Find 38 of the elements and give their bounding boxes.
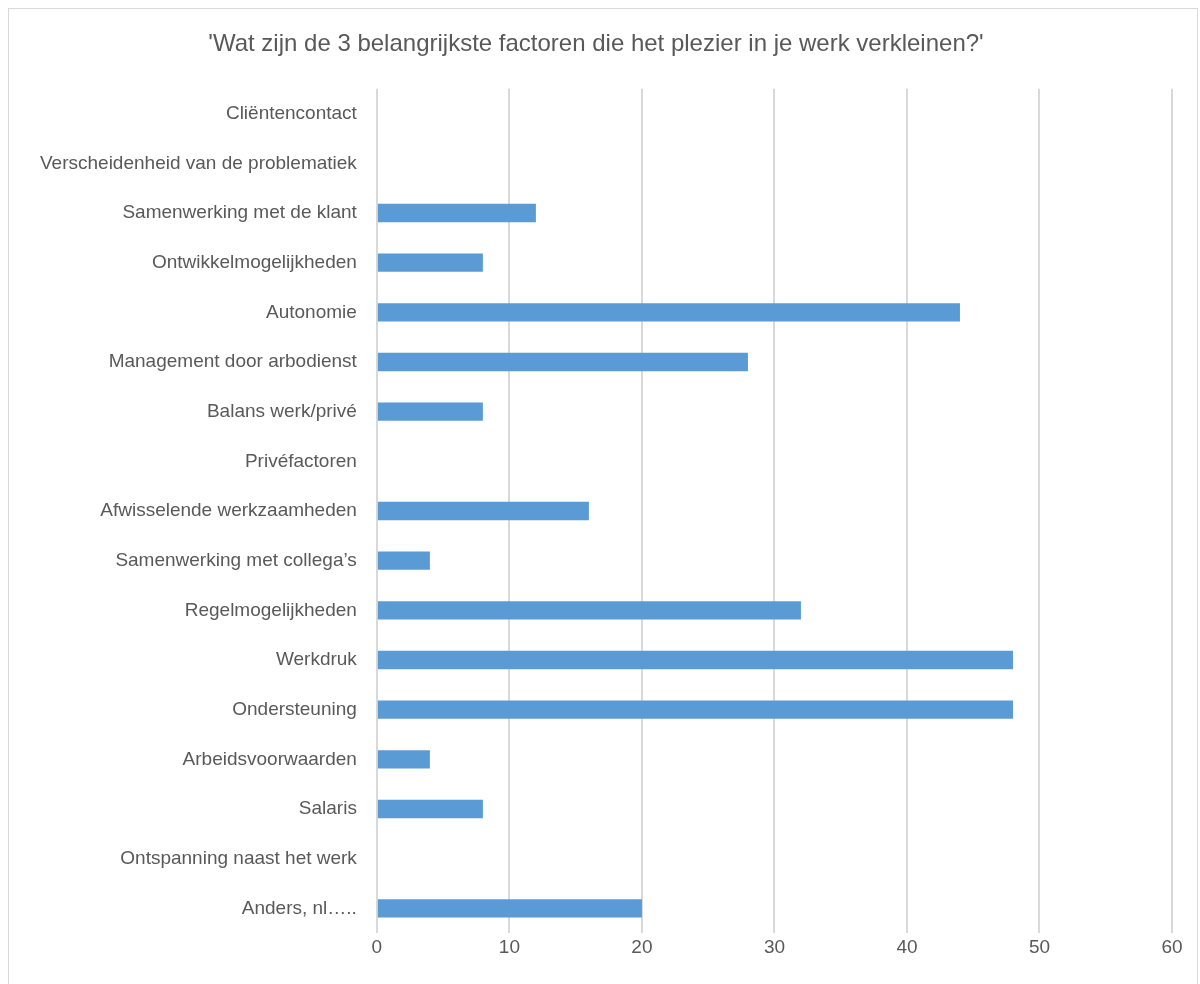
y-tick-label: Privéfactoren [244, 449, 357, 471]
bar [377, 253, 483, 272]
y-tick-label: Ontwikkelmogelijkheden [151, 250, 357, 272]
bar [377, 303, 960, 322]
y-tick-label: Werkdruk [275, 648, 358, 670]
x-tick-label: 40 [896, 935, 918, 957]
bar [377, 551, 430, 570]
y-tick-label: Cliëntencontact [225, 101, 358, 123]
y-tick-label: Ondersteuning [232, 697, 357, 719]
bar [377, 899, 642, 918]
y-tick-label: Samenwerking met collega’s [115, 548, 357, 570]
bar [377, 203, 536, 223]
x-tick-label: 60 [1161, 935, 1183, 957]
bar [377, 402, 483, 421]
y-tick-label: Salaris [298, 797, 357, 819]
y-tick-label: Afwisselende werkzaamheden [100, 499, 357, 521]
x-tick-label: 20 [631, 935, 653, 957]
y-tick-label: Management door arbodienst [108, 350, 358, 372]
y-tick-label: Balans werk/privé [206, 399, 357, 421]
y-tick-label: Autonomie [266, 300, 357, 322]
bar [377, 750, 430, 769]
bar [377, 501, 589, 521]
bar [377, 352, 748, 372]
bar [377, 650, 1013, 670]
x-tick-label: 30 [763, 935, 786, 957]
x-tick-label: 50 [1028, 935, 1051, 957]
x-tick-label: 0 [371, 935, 383, 957]
y-tick-label: Samenwerking met de klant [122, 201, 358, 223]
x-tick-label: 10 [498, 935, 520, 957]
bar [377, 601, 801, 620]
y-tick-label: Verscheidenheid van de problematiek [39, 151, 358, 173]
bar [377, 799, 483, 819]
bar [377, 700, 1013, 719]
y-tick-label: Arbeidsvoorwaarden [182, 747, 357, 769]
y-tick-label: Anders, nl….. [241, 896, 357, 918]
y-tick-label: Regelmogelijkheden [184, 598, 357, 620]
y-tick-label: Ontspanning naast het werk [120, 846, 358, 868]
chart-title: 'Wat zijn de 3 belangrijkste factoren die het plezier in je werk verkleinen?' [208, 29, 984, 57]
